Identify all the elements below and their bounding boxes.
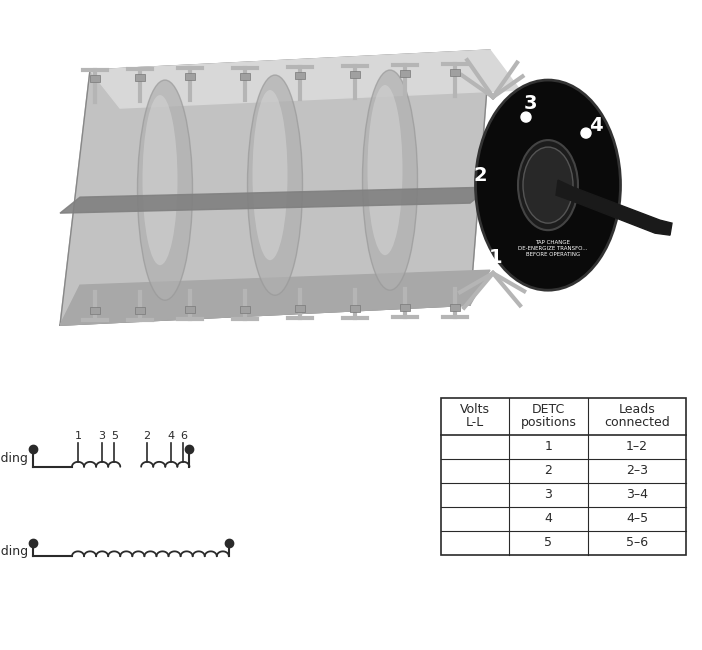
Bar [350,305,360,312]
Text: Volts: Volts [460,403,490,416]
Bar [240,73,250,80]
Text: 4: 4 [545,512,552,525]
Text: HV winding: HV winding [0,452,28,465]
Ellipse shape [475,80,621,290]
Text: 3–4: 3–4 [626,488,648,501]
Bar [185,73,195,81]
Polygon shape [60,270,490,325]
Bar [295,72,305,79]
Polygon shape [60,187,490,213]
Text: 2–3: 2–3 [626,464,648,477]
Bar [90,307,100,314]
Text: LV winding: LV winding [0,545,28,558]
Text: 3: 3 [523,94,537,112]
Text: 3: 3 [545,488,552,501]
Text: 1: 1 [545,440,552,453]
Bar [400,304,410,311]
Text: 3: 3 [99,431,106,441]
Text: DETC: DETC [532,403,565,416]
Bar [350,71,360,78]
Ellipse shape [362,70,418,290]
Circle shape [521,112,531,122]
Bar [450,304,460,311]
Ellipse shape [253,90,288,260]
Bar [135,307,145,314]
Text: 5: 5 [111,431,118,441]
Text: TAP CHANGE
DE-ENERGIZE TRANSFO...
BEFORE OPERATING: TAP CHANGE DE-ENERGIZE TRANSFO... BEFORE… [518,240,588,257]
Polygon shape [556,180,672,235]
Polygon shape [90,50,520,108]
Bar [295,306,305,312]
Text: 4: 4 [168,431,175,441]
Text: 4–5: 4–5 [626,512,648,525]
Text: 6: 6 [180,431,187,441]
Ellipse shape [143,95,178,265]
Polygon shape [60,50,490,325]
Text: 2: 2 [473,166,486,185]
Text: 1–2: 1–2 [626,440,648,453]
Text: positions: positions [520,416,576,429]
Ellipse shape [523,147,573,223]
Circle shape [581,128,591,138]
Text: L-L: L-L [465,416,484,429]
Text: connected: connected [604,416,670,429]
Text: 1: 1 [74,431,81,441]
Text: 2: 2 [144,431,151,441]
Ellipse shape [368,85,402,255]
Bar [450,70,460,77]
Text: 4: 4 [589,116,603,135]
Text: Leads: Leads [618,403,656,416]
Text: 1: 1 [489,248,503,266]
Text: 2: 2 [545,464,552,477]
Bar [90,75,100,82]
Bar [135,74,145,81]
Ellipse shape [248,75,303,295]
Bar [441,398,687,554]
Text: 5–6: 5–6 [626,536,648,549]
Text: 5: 5 [545,536,552,549]
Bar [400,70,410,77]
Ellipse shape [138,80,192,300]
Bar [185,306,195,313]
Ellipse shape [518,140,578,230]
Bar [240,306,250,313]
